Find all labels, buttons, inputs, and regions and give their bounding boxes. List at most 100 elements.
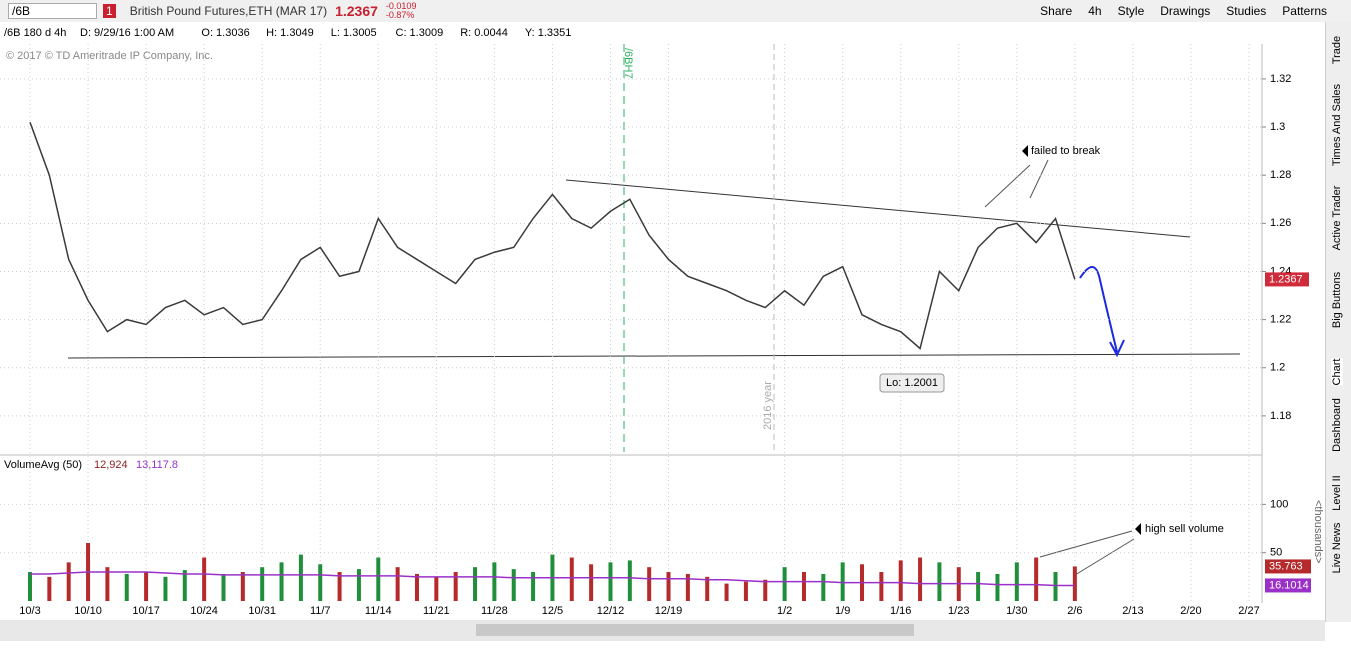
contract-label: /6BH7 [622, 48, 634, 79]
volume-bar [976, 572, 980, 601]
volume-bar [144, 572, 148, 601]
x-tick-label: 11/14 [365, 605, 392, 617]
volume-bar [299, 555, 303, 601]
support-line [68, 354, 1240, 358]
volume-bar [744, 582, 748, 601]
volume-bar [1015, 562, 1019, 601]
y-tick-label: 50 [1270, 547, 1282, 559]
scroll-thumb[interactable] [476, 624, 914, 636]
info-bg [0, 22, 1325, 44]
low-label: Lo: 1.2001 [886, 377, 938, 389]
side-tab[interactable]: Live News [1331, 523, 1343, 574]
last-avg-label: 16.1014 [1269, 579, 1309, 591]
x-tick-label: 1/16 [890, 605, 911, 617]
volume-bar [589, 564, 593, 601]
info-item: H: 1.3049 [266, 27, 314, 39]
toolbar-button[interactable]: Patterns [1278, 4, 1331, 18]
side-tab[interactable]: Active Trader [1331, 186, 1343, 251]
volume-bar [628, 560, 632, 601]
x-tick-label: 10/10 [74, 605, 102, 617]
badge: 1 [103, 4, 116, 18]
annotation-line [1030, 160, 1048, 198]
x-tick-label: 10/31 [248, 605, 276, 617]
x-tick-label: 11/7 [310, 605, 331, 617]
volume-bar [879, 572, 883, 601]
toolbar-button[interactable]: Share [1036, 4, 1076, 18]
y-tick-label: 1.18 [1270, 410, 1291, 422]
volume-bar [434, 577, 438, 601]
toolbar-button[interactable]: Style [1114, 4, 1149, 18]
x-tick-label: 10/3 [19, 605, 40, 617]
x-tick-label: 2/13 [1122, 605, 1143, 617]
toolbar-button[interactable]: Drawings [1156, 4, 1214, 18]
body: /6B 1 British Pound Futures,ETH (MAR 17)… [0, 0, 1351, 641]
info-item: Y: 1.3351 [525, 27, 572, 39]
x-tick-label: 1/23 [948, 605, 969, 617]
y-tick-label: 1.32 [1270, 73, 1291, 85]
x-tick-label: 11/28 [481, 605, 508, 617]
volume-bar [647, 567, 651, 601]
volume-bar [492, 562, 496, 601]
copyright: © 2017 © TD Ameritrade IP Company, Inc. [6, 50, 213, 62]
volume-bar [725, 584, 729, 601]
volume-bar [28, 572, 32, 601]
x-tick-label: 1/30 [1006, 605, 1027, 617]
annotation-line [985, 165, 1030, 207]
volume-bar [473, 567, 477, 601]
x-tick-label: 2/20 [1180, 605, 1201, 617]
change-pct: -0.87% [386, 11, 417, 20]
volume-bar [608, 562, 612, 601]
y-tick-label: 1.26 [1270, 217, 1291, 229]
side-tab[interactable]: Dashboard [1331, 398, 1343, 452]
volume-bar [1034, 558, 1038, 601]
last-price-label: 1.2367 [1269, 273, 1303, 285]
failed-label: failed to break [1031, 145, 1101, 157]
volume-bar [221, 574, 225, 601]
volume-bar [318, 564, 322, 601]
volume-legend: 13,117.8 [136, 459, 178, 471]
side-tab[interactable]: Chart [1331, 359, 1343, 386]
volume-bar [280, 562, 284, 601]
annotation-line [1040, 531, 1132, 557]
description: British Pound Futures,ETH (MAR 17) [130, 4, 327, 18]
volume-bar [570, 558, 574, 601]
marker [1022, 145, 1028, 157]
volume-bar [841, 562, 845, 601]
y-tick-label: 1.22 [1270, 314, 1291, 326]
year-label: 2016 year [762, 381, 774, 430]
volume-bar [1054, 572, 1058, 601]
x-tick-label: 12/19 [655, 605, 683, 617]
side-tab[interactable]: Trade [1331, 36, 1343, 64]
arrow-drawing [1080, 267, 1124, 355]
volume-annotation: high sell volume [1145, 523, 1224, 535]
volume-bar [67, 562, 71, 601]
side-tab[interactable]: Big Buttons [1331, 272, 1343, 328]
x-tick-label: 11/21 [423, 605, 450, 617]
volume-bar [163, 577, 167, 601]
side-tab[interactable]: Times And Sales [1331, 84, 1343, 166]
buttons: Share 4h Style Drawings Studies Patterns [1028, 4, 1331, 18]
volume-legend: 12,924 [94, 459, 128, 471]
volume-bar [396, 567, 400, 601]
x-tick-label: 1/9 [835, 605, 850, 617]
change: -0.0109-0.87% [386, 2, 417, 20]
symbol-box[interactable]: /6B [8, 3, 97, 19]
toolbar-button[interactable]: 4h [1084, 4, 1105, 18]
volume-bar [821, 574, 825, 601]
volume-bar [512, 569, 516, 601]
x-tick-label: 10/24 [190, 605, 218, 617]
volume-bar [415, 574, 419, 601]
volume-axis-label: <thousands> [1312, 500, 1324, 564]
volume-bar [531, 572, 535, 601]
side-tabs: Trade Times And Sales Active Trader Big But… [1325, 22, 1351, 622]
x-tick-label: 2/6 [1067, 605, 1082, 617]
volume-bar [918, 558, 922, 601]
volume-bar [899, 560, 903, 601]
marker [1135, 523, 1141, 535]
info-item: L: 1.3005 [331, 27, 377, 39]
volume-bar [376, 558, 380, 601]
x-tick-label: 2/27 [1238, 605, 1259, 617]
x-tick-label: 12/12 [597, 605, 625, 617]
toolbar-button[interactable]: Studies [1222, 4, 1270, 18]
side-tab[interactable]: Level II [1331, 475, 1343, 510]
